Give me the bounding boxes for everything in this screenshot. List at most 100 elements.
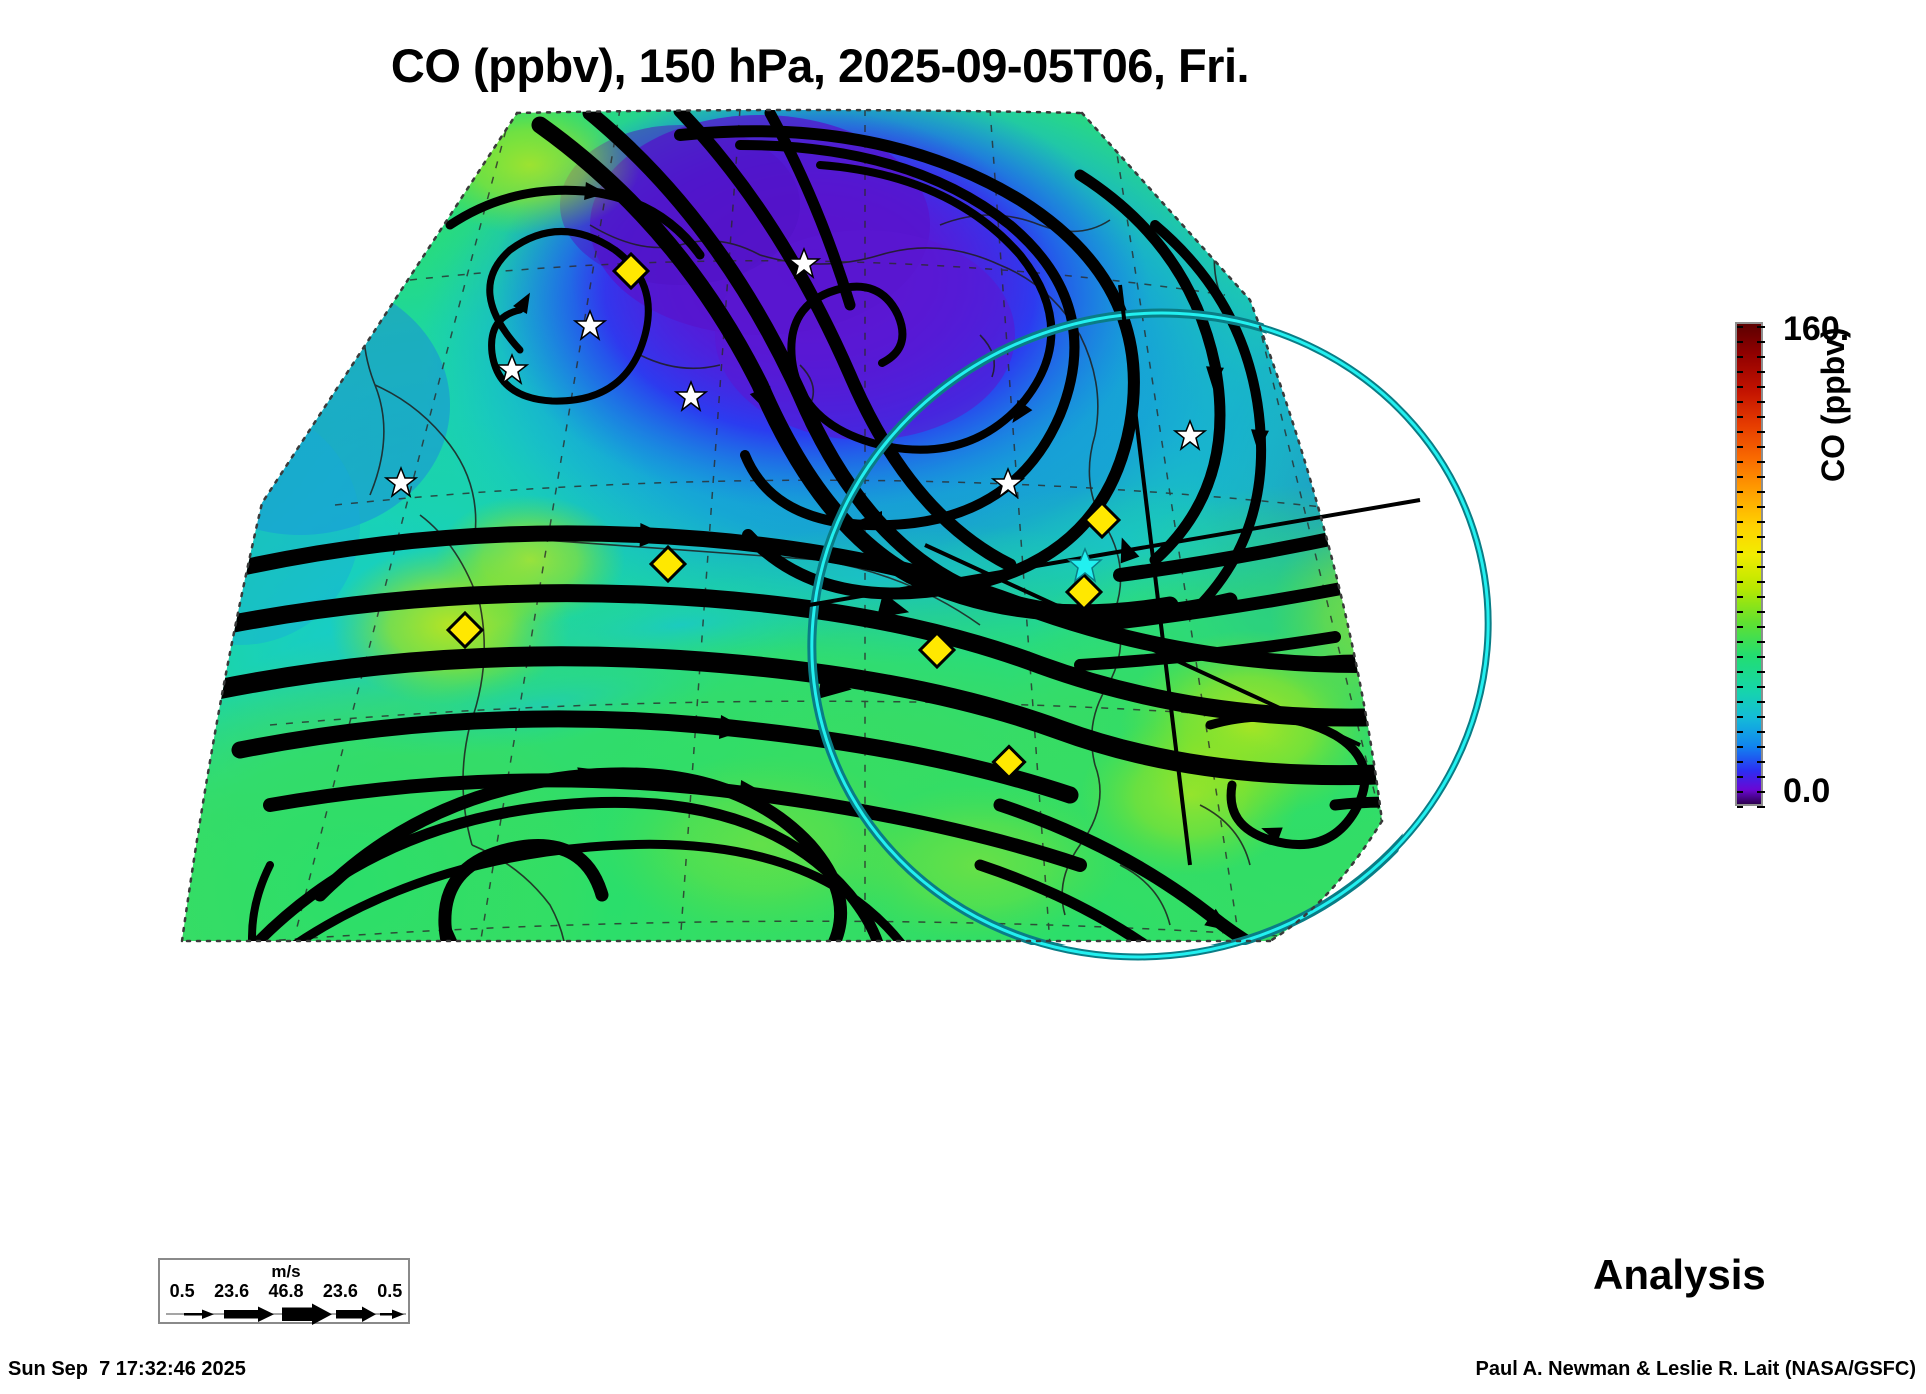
colorbar-tick	[1757, 791, 1765, 793]
colorbar-tick	[1757, 476, 1765, 478]
wind-legend-arrow-scale	[166, 1303, 406, 1325]
colorbar-tick	[1737, 356, 1743, 358]
colorbar-tick	[1757, 491, 1765, 493]
colorbar-tick	[1737, 536, 1743, 538]
colorbar-tick	[1737, 551, 1743, 553]
footer-credit: Paul A. Newman & Leslie R. Lait (NASA/GS…	[1475, 1358, 1916, 1380]
colorbar-tick	[1737, 776, 1743, 778]
wind-legend-value: 46.8	[268, 1281, 304, 1301]
colorbar-tick	[1737, 671, 1743, 673]
colorbar-tick	[1737, 806, 1743, 808]
station-markers-layer[interactable]	[383, 246, 1208, 780]
colorbar-axis-title: CO (ppbv)	[1815, 327, 1851, 482]
colorbar-tick	[1757, 521, 1765, 523]
colorbar-tick	[1737, 761, 1743, 763]
colorbar-tick	[1737, 641, 1743, 643]
page-title: CO (ppbv), 150 hPa, 2025-09-05T06, Fri.	[390, 39, 1250, 92]
colorbar-tick	[1757, 341, 1765, 343]
colorbar-tick	[1757, 371, 1765, 373]
colorbar-tick	[1737, 476, 1743, 478]
colorbar-tick	[1737, 656, 1743, 658]
colorbar-tick	[1757, 611, 1765, 613]
marker-center-star[interactable]	[1067, 547, 1103, 583]
colorbar-gradient	[1735, 322, 1765, 808]
colorbar-tick	[1757, 641, 1765, 643]
marker-diamond[interactable]	[611, 251, 651, 291]
colorbar-tick	[1757, 686, 1765, 688]
colorbar-max-label: 160.	[1783, 310, 1850, 348]
colorbar-tick	[1757, 806, 1765, 808]
marker-star[interactable]	[786, 246, 822, 279]
wind-legend-value: 0.5	[169, 1281, 195, 1301]
colorbar-tick	[1757, 506, 1765, 508]
map-boundary	[180, 108, 1384, 943]
colorbar-tick	[1737, 461, 1743, 463]
colorbar-tick	[1757, 746, 1765, 748]
marker-star[interactable]	[572, 308, 608, 341]
co-contour-field	[182, 110, 1382, 941]
colorbar-tick	[1737, 716, 1743, 718]
footer-timestamp: Sun Sep 7 17:32:46 2025	[8, 1358, 246, 1380]
colorbar-tick	[1757, 761, 1765, 763]
colorbar-tick	[1737, 521, 1743, 523]
wind-streamlines-layer	[191, 110, 1382, 941]
colorbar-ticks	[1737, 324, 1765, 808]
colorbar-tick	[1757, 326, 1765, 328]
colorbar-tick	[1757, 581, 1765, 583]
colorbar-tick	[1757, 656, 1765, 658]
colorbar-tick	[1737, 431, 1743, 433]
colorbar-tick	[1737, 581, 1743, 583]
colorbar-tick	[1737, 326, 1743, 328]
colorbar-tick	[1757, 416, 1765, 418]
colorbar-tick	[1737, 341, 1743, 343]
colorbar-tick	[1737, 746, 1743, 748]
colorbar-tick	[1757, 461, 1765, 463]
colorbar-tick	[1757, 731, 1765, 733]
colorbar-tick	[1737, 686, 1743, 688]
marker-diamond[interactable]	[917, 630, 957, 670]
colorbar-tick	[1737, 371, 1743, 373]
colorbar: 160. 0.0 CO (ppbv)	[1735, 310, 1915, 822]
wind-speed-legend: m/s 0.5 23.6 46.8 23.6 0.5	[158, 1258, 412, 1325]
colorbar-tick	[1757, 356, 1765, 358]
colorbar-tick	[1757, 626, 1765, 628]
colorbar-tick	[1757, 566, 1765, 568]
colorbar-tick	[1757, 596, 1765, 598]
colorbar-tick	[1757, 776, 1765, 778]
marker-diamond[interactable]	[648, 544, 688, 584]
colorbar-tick	[1737, 446, 1743, 448]
marker-star[interactable]	[990, 466, 1026, 499]
marker-diamond[interactable]	[1064, 572, 1104, 612]
wind-legend-value: 0.5	[377, 1281, 403, 1301]
marker-star[interactable]	[494, 352, 530, 385]
colorbar-tick	[1737, 626, 1743, 628]
marker-diamond[interactable]	[1082, 500, 1122, 540]
wind-legend-value: 23.6	[322, 1281, 358, 1301]
colorbar-tick	[1757, 551, 1765, 553]
colorbar-tick	[1737, 386, 1743, 388]
marker-diamond[interactable]	[445, 610, 485, 650]
colorbar-tick	[1737, 401, 1743, 403]
marker-star[interactable]	[1172, 418, 1208, 451]
colorbar-min-label: 0.0	[1783, 772, 1831, 810]
colorbar-tick	[1757, 431, 1765, 433]
map-panel[interactable]	[120, 105, 1600, 1165]
wind-legend-values: 0.5 23.6 46.8 23.6 0.5	[160, 1281, 412, 1302]
colorbar-tick	[1737, 491, 1743, 493]
colorbar-tick	[1757, 401, 1765, 403]
colorbar-tick	[1757, 716, 1765, 718]
flight-track-lines	[779, 284, 1421, 866]
colorbar-tick	[1737, 596, 1743, 598]
wind-legend-unit-label: m/s	[271, 1262, 301, 1281]
colorbar-tick	[1757, 536, 1765, 538]
marker-diamond[interactable]	[991, 744, 1027, 780]
colorbar-tick	[1737, 701, 1743, 703]
marker-star[interactable]	[383, 465, 419, 498]
colorbar-tick	[1757, 446, 1765, 448]
colorbar-tick	[1757, 386, 1765, 388]
range-ring-outside	[808, 309, 1492, 961]
analysis-label: Analysis	[1593, 1251, 1766, 1298]
colorbar-tick	[1737, 566, 1743, 568]
colorbar-tick	[1737, 506, 1743, 508]
marker-star[interactable]	[673, 379, 709, 412]
